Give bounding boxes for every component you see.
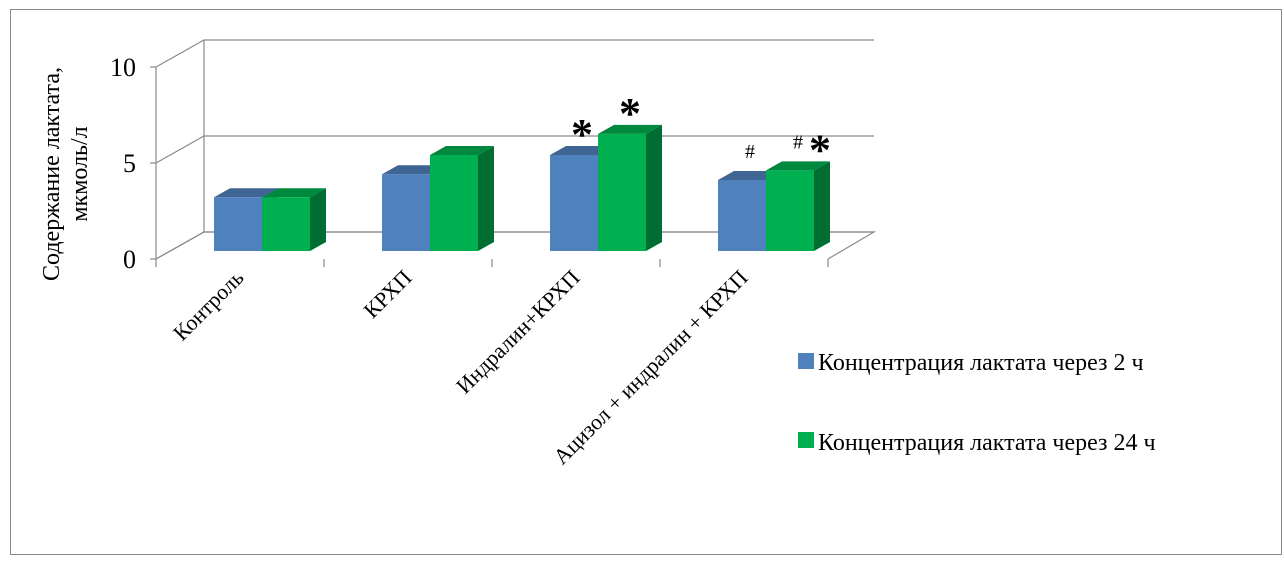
y-axis-title-line1: Содержание лактата, — [39, 67, 65, 281]
asterisk-mark: * — [619, 89, 641, 138]
y-axis-title-line2: мкмоль/л — [67, 126, 93, 221]
legend-label-2h: Концентрация лактата через 2 ч — [818, 350, 1144, 376]
hash-mark: # — [793, 131, 803, 153]
x-tick-label: Контроль — [168, 265, 249, 346]
bar-top — [766, 161, 830, 171]
bar — [766, 170, 814, 251]
asterisk-mark: * — [571, 110, 593, 159]
x-tick-label: Индралин+КРХП — [451, 265, 585, 399]
bars — [214, 124, 830, 251]
bar — [262, 197, 310, 251]
bar — [598, 133, 646, 251]
bar — [718, 179, 766, 251]
x-tick-label: КРХП — [358, 265, 416, 323]
y-tick-label: 0 — [123, 245, 136, 274]
asterisk-mark: * — [809, 125, 831, 174]
legend-swatch-2h — [798, 353, 814, 369]
gridline-2 — [155, 39, 874, 68]
legend-label-24h: Концентрация лактата через 24 ч — [818, 430, 1156, 456]
bar-side — [310, 188, 326, 251]
bar — [550, 155, 598, 251]
y-tick-labels: 0 5 10 — [110, 53, 136, 274]
bar-top — [262, 188, 326, 198]
y-tick-label: 10 — [110, 53, 136, 82]
bar — [430, 155, 478, 251]
bar — [382, 174, 430, 251]
hash-mark: # — [745, 141, 755, 163]
axes — [150, 66, 829, 267]
gridline-1 — [155, 135, 874, 164]
bar-top — [598, 124, 662, 134]
x-tick-label: Ацизол + индралин + КРХП — [548, 265, 752, 469]
bar-side — [646, 124, 662, 251]
bar-side — [478, 146, 494, 251]
y-tick-label: 5 — [123, 149, 136, 178]
significance-marks: * * # # * — [571, 89, 831, 174]
chart-frame: * * # # * 0 5 10 Контроль КРХП Индралин+КРХП Ациз… — [10, 9, 1282, 555]
bar-top — [214, 188, 278, 198]
legend: Концентрация лактата через 2 ч Концентра… — [798, 350, 1156, 456]
bar-top — [430, 146, 494, 155]
bar-side — [814, 161, 830, 251]
lactate-chart: * * # # * 0 5 10 Контроль КРХП Индралин+КРХПАциз… — [39, 39, 1156, 469]
legend-swatch-24h — [798, 432, 814, 448]
bar — [214, 197, 262, 251]
